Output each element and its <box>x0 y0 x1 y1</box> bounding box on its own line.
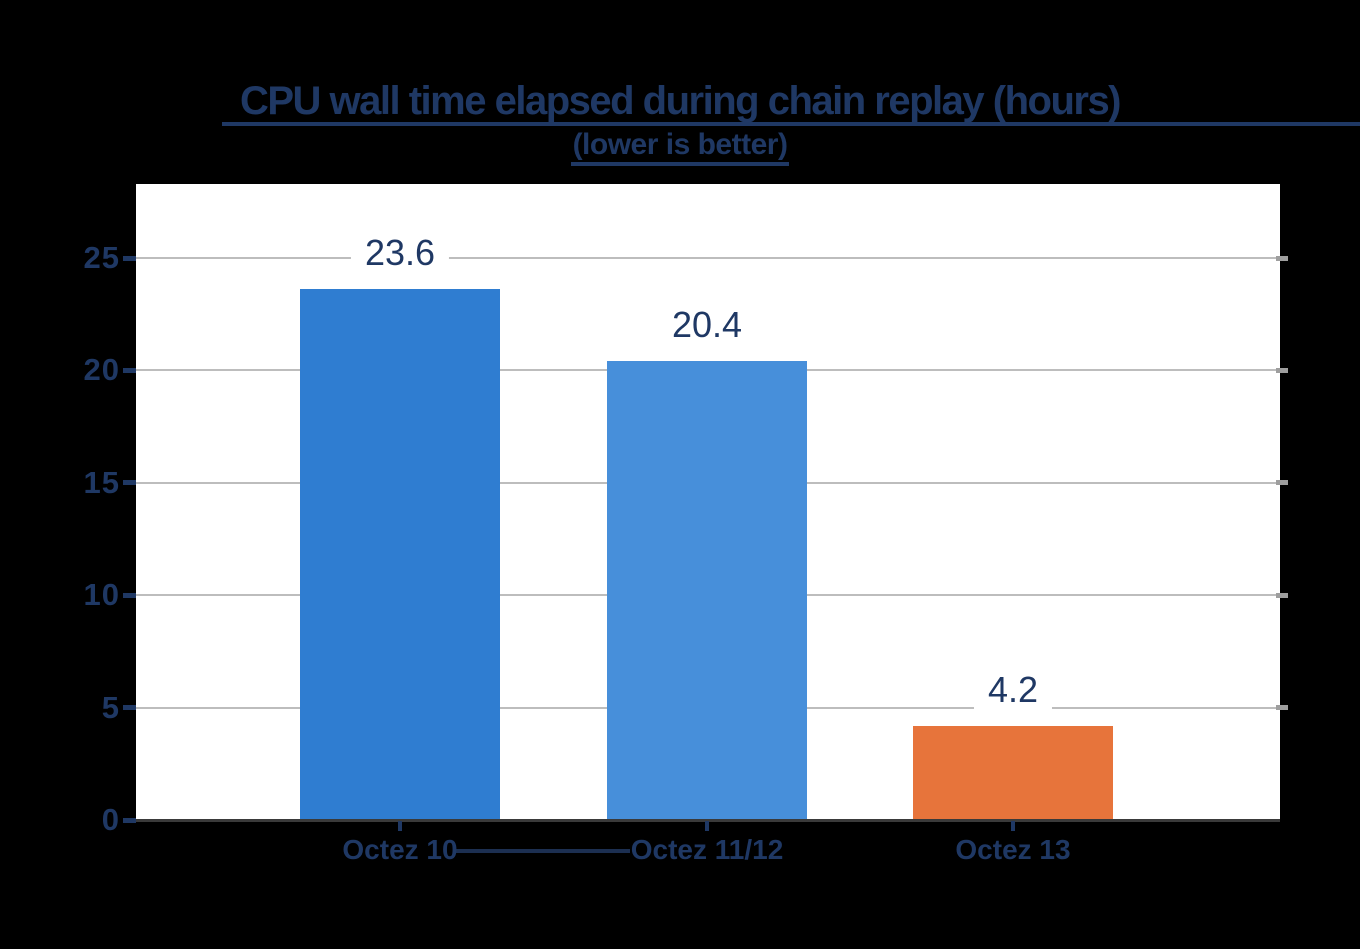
y-axis-tick-label: 10 <box>83 577 120 613</box>
title-underline <box>222 122 1360 126</box>
x-axis-tick <box>398 821 402 831</box>
bar-octez-11-12 <box>607 361 807 820</box>
y-axis-tick-label: 0 <box>101 802 120 837</box>
gridline-right-tick <box>1276 255 1288 261</box>
x-axis-tick <box>705 821 709 831</box>
x-axis-tick <box>1011 821 1015 831</box>
chart-title: CPU wall time elapsed during chain repla… <box>239 79 1122 123</box>
bar-octez-13 <box>913 725 1113 820</box>
x-axis-line <box>133 819 1280 822</box>
plot-area <box>136 184 1288 820</box>
chart-subtitle: (lower is better) <box>0 129 1360 166</box>
gridline-right-tick <box>1276 367 1288 373</box>
bar-octez-10 <box>300 289 500 820</box>
y-axis-tick-label: 25 <box>83 240 120 275</box>
bar-value-label-octez-13: 4.2 <box>973 667 1053 712</box>
x-axis-label-octez-11-12: Octez 11/12 <box>630 834 784 865</box>
y-axis-tick <box>123 705 136 711</box>
y-axis-tick <box>123 255 136 261</box>
bar-value-label-octez-11-12: 20.4 <box>657 303 757 348</box>
y-axis-tick-label: 20 <box>83 352 120 388</box>
chart-subtitle-text: (lower is better) <box>570 129 790 166</box>
y-axis-tick <box>123 367 136 373</box>
x-axis-label-octez-10: Octez 10 <box>342 834 458 865</box>
gridline-right-tick <box>1276 705 1288 711</box>
y-axis-tick <box>123 592 136 598</box>
y-axis-tick-label: 15 <box>83 464 120 500</box>
gridline-25 <box>136 257 1280 259</box>
y-axis-tick <box>123 480 136 486</box>
category-connector-line <box>453 849 630 853</box>
bar-value-label-octez-10: 23.6 <box>350 231 450 276</box>
gridline-right-tick <box>1276 592 1288 598</box>
x-axis-label-octez-13: Octez 13 <box>955 834 1071 865</box>
y-axis-tick-label: 5 <box>101 689 120 725</box>
y-axis-tick <box>123 817 136 823</box>
gridline-right-tick <box>1276 480 1288 486</box>
